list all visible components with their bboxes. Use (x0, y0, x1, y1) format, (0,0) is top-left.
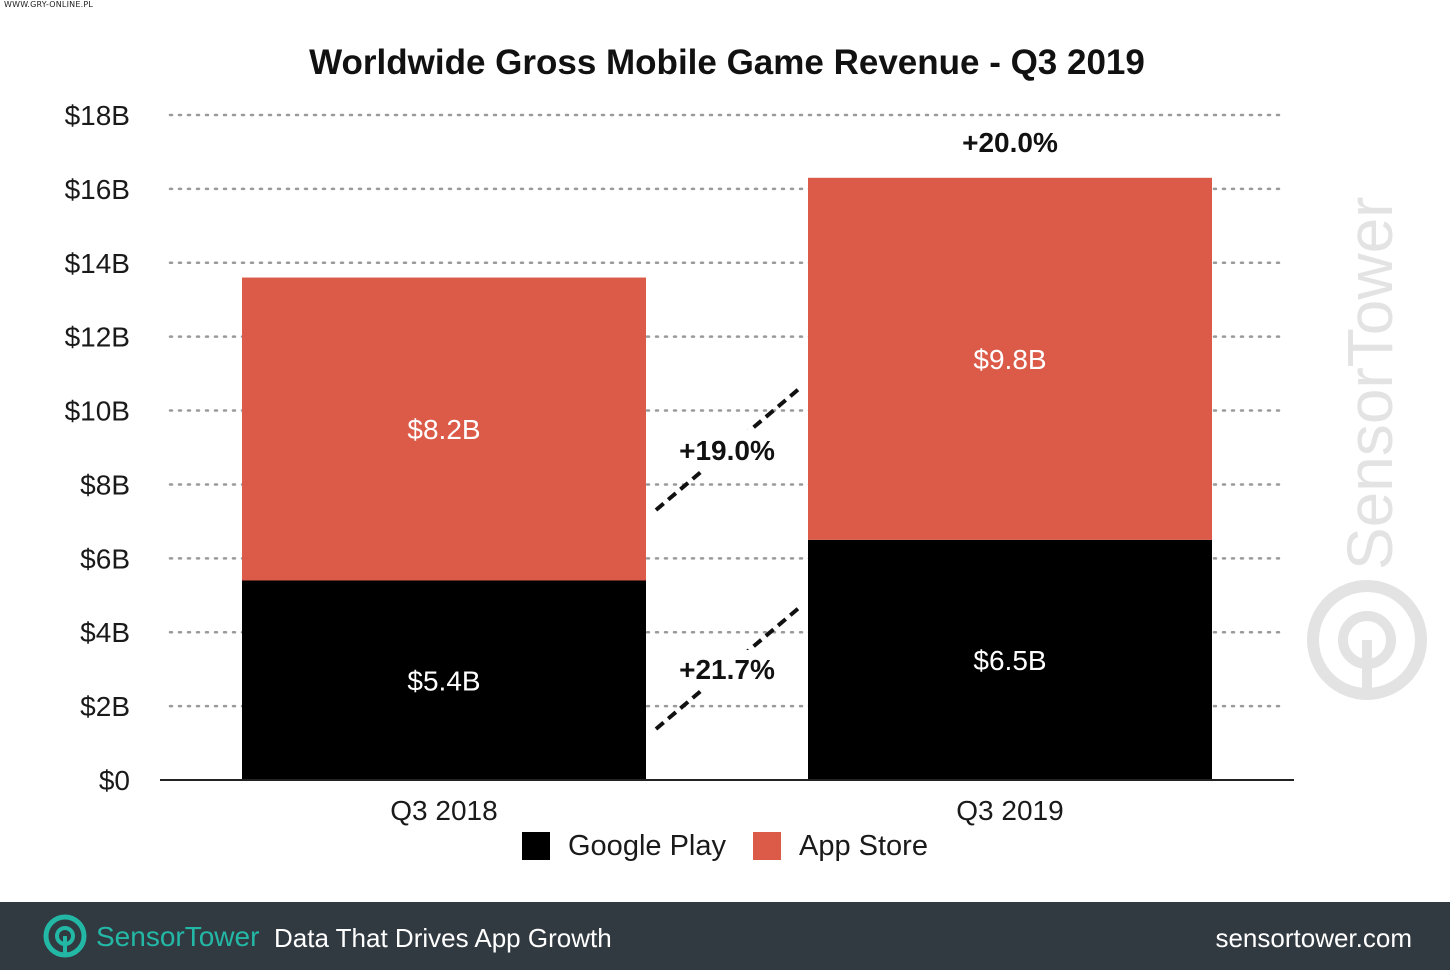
sensortower-logo-icon (43, 914, 87, 958)
legend-label-google-play: Google Play (568, 829, 726, 862)
x-tick-label: Q3 2019 (956, 795, 1063, 826)
bar-google-play-1 (808, 539, 1212, 780)
y-tick-label: $0 (99, 765, 130, 796)
legend: Google Play App Store (0, 826, 1450, 866)
growth-annotations: +19.0% +21.7% +20.0% (654, 127, 1058, 731)
data-label-google-play-1: $6.5B (973, 645, 1046, 676)
legend-label-app-store: App Store (799, 829, 928, 862)
google-play-growth-label: +21.7% (679, 654, 775, 685)
corner-credit: WWW.GRY-ONLINE.PL (2, 0, 96, 9)
legend-swatch-app-store (753, 832, 781, 860)
y-tick-label: $2B (80, 691, 130, 722)
chart-title: Worldwide Gross Mobile Game Revenue - Q3… (309, 43, 1145, 82)
footer-brand-sensor: Sensor (96, 921, 185, 952)
y-tick-label: $16B (65, 174, 130, 205)
bar-google-play-0 (242, 580, 646, 780)
footer-tagline: Data That Drives App Growth (274, 923, 612, 953)
data-label-google-play-0: $5.4B (407, 665, 480, 696)
y-tick-label: $18B (65, 100, 130, 131)
watermark-logo-icon (1307, 580, 1427, 700)
total-growth-label: +20.0% (962, 127, 1058, 158)
data-label-app-store-1: $9.8B (973, 344, 1046, 375)
legend-item-app-store: App Store (753, 826, 928, 866)
footer-website-link[interactable]: sensortower.com (1215, 923, 1412, 953)
bar-app-store-1 (808, 177, 1212, 540)
bars (242, 177, 1212, 780)
bar-app-store-0 (242, 277, 646, 581)
x-tick-label: Q3 2018 (390, 795, 497, 826)
watermark-text: SensorTower (1334, 197, 1406, 571)
data-labels: $5.4B $8.2B $6.5B $9.8B (407, 344, 1046, 696)
footer-bar: SensorTower Data That Drives App Growth … (0, 902, 1450, 970)
x-axis-ticks: Q3 2018 Q3 2019 (390, 795, 1063, 826)
sensortower-watermark: SensorTower (1307, 197, 1427, 700)
footer-brand: SensorTower (96, 922, 259, 952)
y-tick-label: $12B (65, 322, 130, 353)
y-tick-label: $4B (80, 617, 130, 648)
data-label-app-store-0: $8.2B (407, 414, 480, 445)
y-axis-ticks: $0 $2B $4B $6B $8B $10B $12B $14B $16B $18B (65, 100, 130, 796)
y-tick-label: $10B (65, 396, 130, 427)
app-store-growth-label: +19.0% (679, 435, 775, 466)
chart: Worldwide Gross Mobile Game Revenue - Q3… (65, 43, 1427, 826)
legend-swatch-google-play (522, 832, 550, 860)
y-tick-label: $6B (80, 543, 130, 574)
y-tick-label: $14B (65, 248, 130, 279)
y-tick-label: $8B (80, 469, 130, 500)
legend-item-google-play: Google Play (522, 826, 726, 866)
footer-brand-tower: Tower (184, 921, 260, 952)
